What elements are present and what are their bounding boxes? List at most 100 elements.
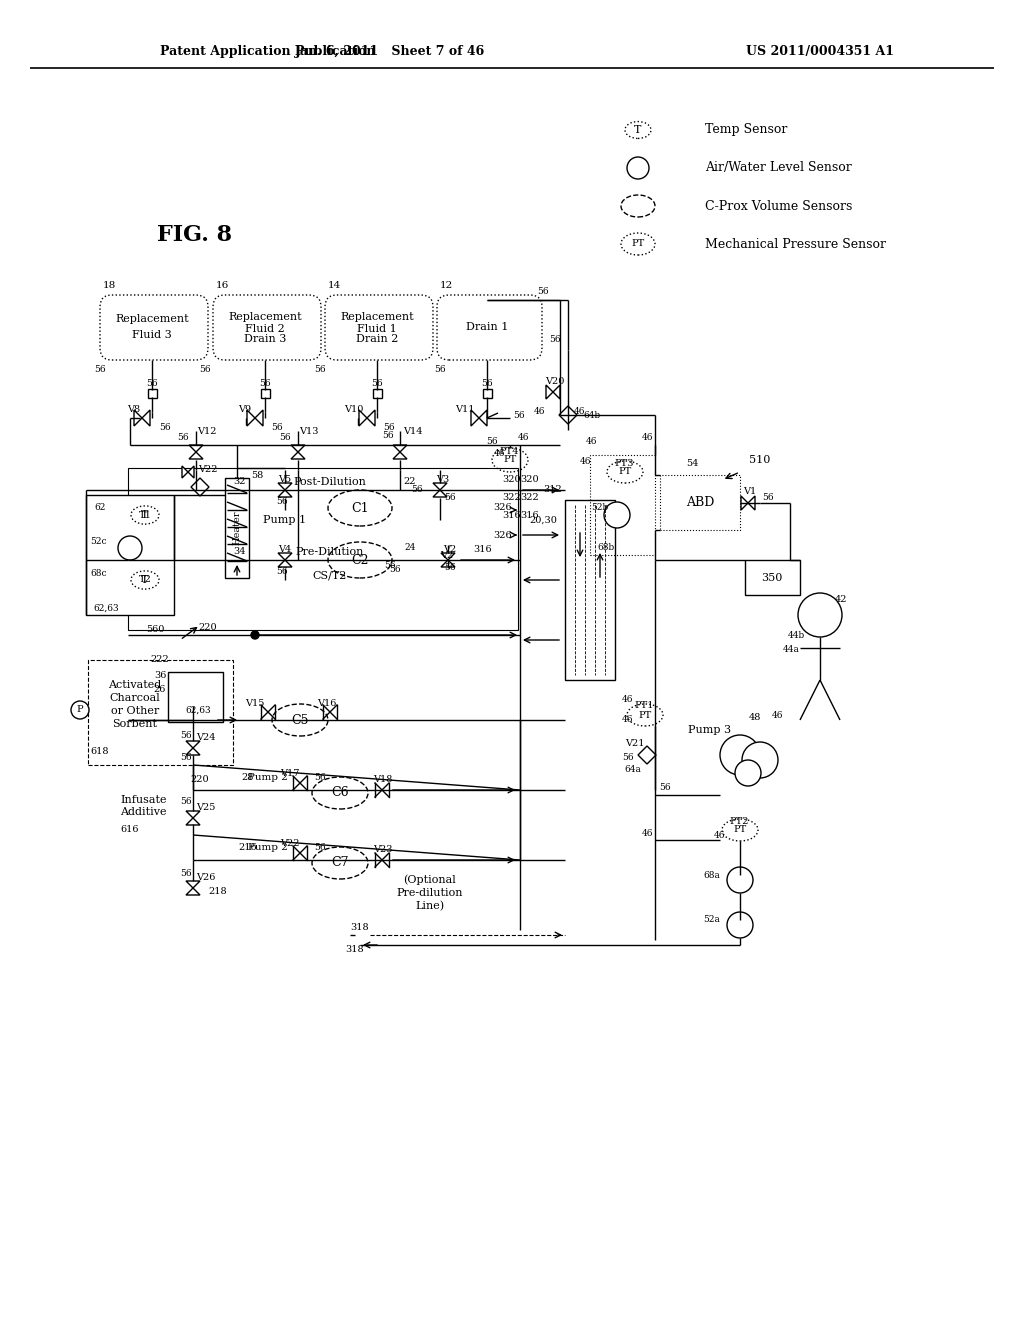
Text: 46: 46 — [715, 830, 726, 840]
Text: C7: C7 — [331, 857, 349, 870]
Text: Jan. 6, 2011   Sheet 7 of 46: Jan. 6, 2011 Sheet 7 of 46 — [295, 45, 485, 58]
Text: 220: 220 — [190, 776, 209, 784]
Text: V20: V20 — [546, 376, 564, 385]
Text: 46: 46 — [587, 437, 598, 446]
Circle shape — [727, 912, 753, 939]
Text: 312: 312 — [543, 486, 562, 495]
Ellipse shape — [328, 490, 392, 525]
Text: 510: 510 — [750, 455, 771, 465]
Circle shape — [742, 742, 778, 777]
Text: 56: 56 — [259, 380, 270, 388]
Text: T: T — [634, 125, 642, 135]
Polygon shape — [278, 490, 292, 498]
Text: Mechanical Pressure Sensor: Mechanical Pressure Sensor — [705, 238, 886, 251]
Text: 56: 56 — [180, 754, 191, 763]
Ellipse shape — [328, 543, 392, 578]
Text: ABD: ABD — [686, 496, 714, 510]
Text: PT: PT — [632, 239, 645, 248]
Polygon shape — [188, 466, 194, 478]
Text: V1: V1 — [743, 487, 757, 496]
Polygon shape — [479, 411, 487, 426]
Text: Line): Line) — [416, 900, 444, 911]
Text: Pump 2: Pump 2 — [248, 843, 288, 853]
Text: 318: 318 — [350, 924, 370, 932]
Text: or Other: or Other — [111, 706, 159, 715]
Text: Pre-dilution: Pre-dilution — [396, 888, 463, 898]
Text: Pre-Dilution: Pre-Dilution — [296, 546, 365, 557]
Ellipse shape — [312, 847, 368, 879]
Text: 58: 58 — [251, 470, 263, 479]
Text: C-Prox Volume Sensors: C-Prox Volume Sensors — [705, 199, 852, 213]
Text: 316: 316 — [474, 545, 493, 554]
Text: P: P — [77, 705, 83, 714]
Text: V26: V26 — [196, 874, 215, 883]
Polygon shape — [191, 478, 209, 496]
Text: Sorbent: Sorbent — [113, 719, 158, 729]
Bar — [745, 560, 800, 595]
FancyBboxPatch shape — [100, 294, 208, 360]
Text: 56: 56 — [177, 433, 188, 441]
Text: Patent Application Publication: Patent Application Publication — [160, 45, 376, 58]
Text: Temp Sensor: Temp Sensor — [705, 124, 787, 136]
Text: 350: 350 — [761, 573, 782, 583]
Text: 32: 32 — [233, 478, 246, 487]
Circle shape — [627, 157, 649, 180]
Bar — [565, 500, 615, 680]
Text: 46: 46 — [772, 710, 783, 719]
Text: 56: 56 — [538, 288, 549, 297]
Text: PT2: PT2 — [729, 817, 749, 825]
Text: 56: 56 — [383, 424, 395, 433]
Text: FIG. 8: FIG. 8 — [158, 224, 232, 246]
Text: V15: V15 — [246, 698, 264, 708]
Text: 56: 56 — [371, 380, 383, 388]
Polygon shape — [134, 411, 142, 426]
Text: 48: 48 — [749, 714, 761, 722]
Text: 218: 218 — [209, 887, 227, 896]
Polygon shape — [553, 385, 560, 399]
Polygon shape — [186, 748, 200, 755]
Text: 326: 326 — [494, 531, 512, 540]
Text: 64b: 64b — [583, 411, 600, 420]
Text: 316: 316 — [502, 511, 520, 520]
Polygon shape — [278, 553, 292, 560]
Text: 216: 216 — [239, 843, 257, 853]
Text: Replacement: Replacement — [228, 313, 302, 322]
Polygon shape — [182, 466, 188, 478]
Polygon shape — [393, 451, 407, 459]
Text: 56: 56 — [314, 774, 326, 783]
Text: 46: 46 — [642, 433, 653, 441]
Text: 62,63: 62,63 — [185, 705, 211, 714]
Text: 56: 56 — [659, 783, 671, 792]
Circle shape — [720, 735, 760, 775]
Text: 34: 34 — [233, 548, 246, 557]
Text: 56: 56 — [549, 335, 561, 345]
Text: 46: 46 — [623, 715, 634, 725]
Polygon shape — [278, 483, 292, 490]
Text: 46: 46 — [642, 829, 653, 837]
Polygon shape — [433, 483, 447, 490]
Polygon shape — [638, 746, 656, 764]
Ellipse shape — [621, 195, 655, 216]
Polygon shape — [546, 385, 553, 399]
Text: 56: 56 — [314, 366, 326, 375]
Text: Pump 1: Pump 1 — [263, 515, 306, 525]
Text: 56: 56 — [276, 498, 288, 507]
Text: 22: 22 — [403, 478, 416, 487]
Text: 316: 316 — [520, 511, 540, 520]
Polygon shape — [393, 445, 407, 451]
Text: 56: 56 — [481, 380, 493, 388]
Text: PT1: PT1 — [634, 701, 653, 710]
Text: 326: 326 — [494, 503, 512, 512]
Polygon shape — [291, 445, 305, 451]
Text: V2: V2 — [443, 545, 457, 554]
Text: 618: 618 — [91, 747, 110, 756]
Text: 16: 16 — [216, 281, 229, 289]
Bar — [590, 455, 655, 554]
Text: Replacement: Replacement — [340, 313, 414, 322]
Text: C6: C6 — [331, 787, 349, 800]
Polygon shape — [186, 888, 200, 895]
Text: V10: V10 — [344, 405, 362, 414]
Text: PT: PT — [618, 467, 632, 477]
Text: 56: 56 — [180, 730, 191, 739]
Circle shape — [71, 701, 89, 719]
